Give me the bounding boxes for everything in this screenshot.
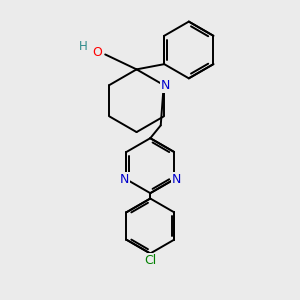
Text: O: O xyxy=(92,46,102,59)
Text: N: N xyxy=(172,173,181,186)
Text: Cl: Cl xyxy=(144,254,156,266)
Text: N: N xyxy=(119,173,129,186)
Text: N: N xyxy=(160,79,170,92)
Text: H: H xyxy=(79,40,88,53)
